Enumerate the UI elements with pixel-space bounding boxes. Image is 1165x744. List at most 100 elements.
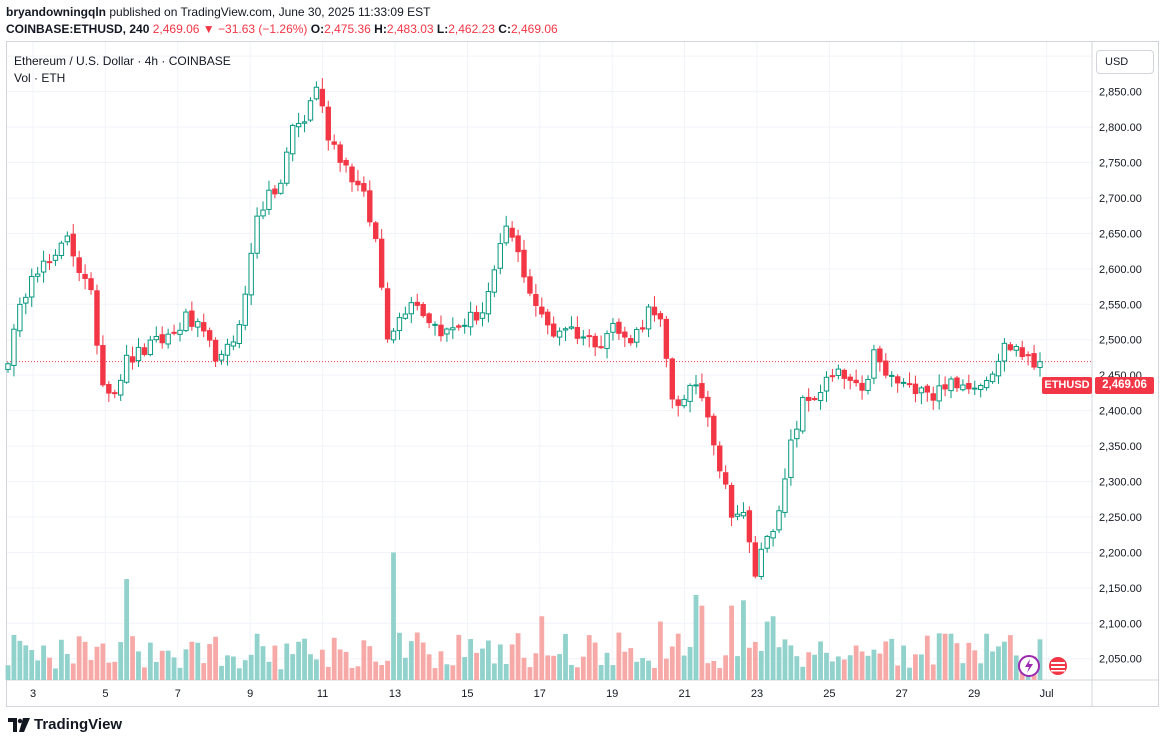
volume-bar — [266, 661, 272, 680]
volume-bar — [337, 649, 343, 680]
tradingview-logo[interactable]: TradingView — [8, 716, 122, 733]
y-tick-label: 2,600.00 — [1099, 264, 1142, 276]
candle-body — [420, 303, 426, 317]
volume-bar — [800, 666, 806, 680]
candle-body — [580, 336, 587, 339]
volume-bar — [693, 595, 699, 680]
candle-body — [456, 325, 462, 328]
candle-body — [432, 323, 438, 326]
volume-bar — [124, 579, 130, 680]
candle-body — [17, 303, 23, 332]
candle-body — [396, 317, 403, 332]
currency-button[interactable]: USD — [1096, 50, 1154, 74]
candle-body — [76, 257, 82, 273]
x-tick-label: 13 — [389, 688, 401, 700]
volume-bar — [930, 664, 936, 680]
candle-body — [473, 311, 480, 321]
candle-body — [699, 383, 705, 399]
volume-bar — [746, 647, 752, 680]
volume-bar — [806, 652, 812, 680]
volume-bar — [491, 663, 497, 680]
volume-bar — [563, 633, 568, 680]
candle-body — [782, 478, 788, 513]
author-name[interactable]: bryandowningqln — [6, 5, 106, 19]
candle-body — [948, 378, 954, 392]
candle-body — [722, 472, 729, 485]
candle-body — [728, 484, 735, 518]
candle-body — [675, 399, 681, 406]
y-tick-label: 2,500.00 — [1099, 335, 1142, 347]
candle-body — [301, 121, 308, 124]
candle-body — [616, 321, 622, 334]
x-tick-label: 3 — [30, 688, 36, 700]
candle-body — [521, 249, 527, 278]
volume-bar — [640, 657, 646, 680]
candle-body — [770, 530, 776, 539]
chart-frame[interactable] — [6, 41, 1159, 707]
volume-bar — [35, 660, 41, 680]
volume-bar — [984, 633, 990, 680]
us-flag-icon[interactable] — [1047, 655, 1069, 677]
volume-bar — [592, 642, 598, 680]
candle-body — [794, 428, 800, 440]
candle-body — [82, 273, 88, 279]
candle-body — [177, 329, 183, 335]
candle-body — [201, 322, 207, 332]
volume-bar — [717, 668, 723, 680]
candle-body — [515, 235, 521, 253]
volume-bar — [379, 665, 385, 680]
volume-bar — [770, 616, 776, 680]
candle-body — [663, 318, 670, 359]
candle-body — [479, 312, 486, 319]
candle-body — [705, 396, 711, 418]
volume-bar — [586, 635, 592, 680]
volume-bar — [741, 600, 746, 680]
candle-body — [1037, 361, 1043, 368]
volume-bar — [818, 641, 823, 680]
symbol-interval: COINBASE:ETHUSD, 240 — [6, 22, 150, 36]
candle-body — [230, 341, 237, 347]
candle-body — [592, 335, 598, 348]
y-tick-label: 2,100.00 — [1099, 618, 1142, 630]
candle-body — [378, 238, 385, 288]
volume-bar — [367, 646, 373, 680]
lightning-icon[interactable] — [1018, 655, 1040, 677]
x-tick-label: 9 — [247, 688, 253, 700]
candle-body — [681, 398, 687, 407]
volume-bar — [859, 651, 865, 680]
candle-body — [313, 86, 320, 100]
volume-bar — [11, 634, 17, 680]
volume-bar — [1013, 655, 1019, 680]
price-change: −31.63 (−1.26%) — [218, 22, 308, 36]
candle-body — [491, 269, 498, 293]
volume-bar — [272, 645, 278, 680]
candle-body — [450, 327, 456, 331]
volume-bar — [426, 654, 432, 680]
volume-bar — [260, 646, 266, 680]
candle-body — [355, 180, 361, 186]
candle-body — [171, 331, 177, 334]
last-price: 2,469.06 — [152, 22, 200, 36]
ohlc-line: COINBASE:ETHUSD, 240 2,469.06 ▼ −31.63 (… — [6, 22, 558, 36]
y-tick-label: 2,800.00 — [1099, 122, 1142, 134]
volume-bar — [296, 641, 302, 680]
candle-body — [811, 397, 818, 401]
volume-bar — [515, 633, 521, 680]
candle-body — [390, 330, 397, 341]
volume-bar — [361, 640, 367, 680]
candle-body — [604, 333, 610, 349]
candle-body — [331, 141, 337, 145]
volume-bar — [130, 636, 135, 680]
candle-body — [485, 291, 492, 315]
candle-body — [894, 376, 901, 384]
candle-body — [883, 360, 889, 376]
volume-bar — [628, 648, 634, 680]
volume-bar — [420, 642, 426, 680]
candle-body — [295, 123, 302, 128]
volume-bar — [5, 665, 11, 680]
candle-body — [94, 290, 100, 346]
open-value: 2,475.36 — [324, 22, 371, 36]
volume-bar — [752, 641, 758, 680]
candle-body — [687, 384, 693, 402]
